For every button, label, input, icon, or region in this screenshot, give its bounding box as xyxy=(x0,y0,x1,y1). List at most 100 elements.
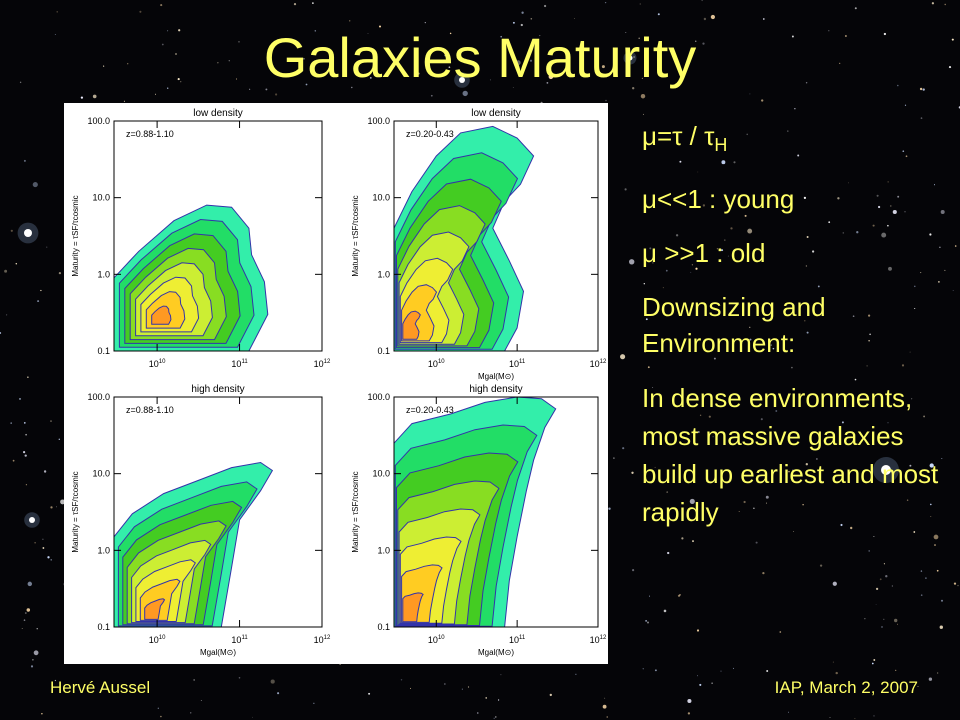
star xyxy=(349,20,351,22)
star xyxy=(869,333,871,336)
star xyxy=(828,30,830,32)
star xyxy=(944,269,946,271)
contour-figure-svg: 1010 1011 1012 0.1 1.0 10.0 100.0 low density z=… xyxy=(71,108,607,657)
contour-levels xyxy=(114,461,274,627)
star xyxy=(160,4,163,7)
star xyxy=(632,87,635,90)
star xyxy=(929,463,934,468)
star xyxy=(957,584,959,587)
star xyxy=(712,436,714,438)
star xyxy=(695,40,697,42)
star xyxy=(36,628,38,630)
star xyxy=(929,233,932,236)
star xyxy=(654,669,657,672)
y-axis-label: Maturity = τSF/τcosmic xyxy=(351,471,360,552)
plot-frame xyxy=(393,396,599,628)
star xyxy=(409,687,412,689)
y-tick-label: 1.0 xyxy=(97,269,110,279)
mu-definition-text: μ=τ / τ xyxy=(642,121,715,151)
star xyxy=(806,236,809,238)
star xyxy=(543,4,547,8)
star xyxy=(50,420,52,422)
star xyxy=(883,563,885,565)
star xyxy=(794,108,796,110)
star xyxy=(625,32,627,33)
star xyxy=(512,21,515,24)
star xyxy=(797,154,800,157)
star xyxy=(687,698,692,704)
star xyxy=(92,94,97,99)
star xyxy=(879,578,882,581)
star xyxy=(25,484,28,486)
star xyxy=(652,262,654,264)
star xyxy=(601,65,605,69)
star xyxy=(791,35,794,38)
star xyxy=(313,702,315,704)
star xyxy=(894,618,898,623)
star xyxy=(378,25,382,28)
star xyxy=(520,23,523,27)
star xyxy=(788,711,789,713)
star xyxy=(695,267,698,270)
star xyxy=(467,686,470,688)
star xyxy=(681,537,684,540)
star xyxy=(904,104,907,106)
bright-star xyxy=(24,229,32,237)
star xyxy=(730,227,733,230)
star xyxy=(500,35,503,38)
star xyxy=(888,266,892,271)
star xyxy=(936,569,939,572)
star xyxy=(854,718,856,719)
star xyxy=(876,194,879,197)
star xyxy=(940,210,945,214)
star xyxy=(139,10,142,13)
x-tick-label: 1011 xyxy=(231,635,248,645)
bullet-dense-environments: In dense environments, most massive gala… xyxy=(642,383,939,528)
star xyxy=(906,499,909,501)
x-tick-label: 1011 xyxy=(509,359,526,369)
star xyxy=(602,704,607,709)
star xyxy=(749,338,752,341)
star xyxy=(512,87,514,88)
star xyxy=(939,625,943,629)
star xyxy=(642,668,644,670)
star xyxy=(914,307,916,310)
star xyxy=(713,357,716,360)
mu-definition-subscript: H xyxy=(714,135,728,156)
star xyxy=(941,457,943,460)
star xyxy=(866,365,868,367)
y-tick-label: 0.1 xyxy=(97,622,110,632)
star xyxy=(448,66,451,69)
star xyxy=(952,289,954,292)
star xyxy=(817,285,820,288)
x-tick-label: 1012 xyxy=(590,359,607,369)
star xyxy=(914,285,916,288)
panel-annotation: z=0.88-1.10 xyxy=(126,405,174,415)
star xyxy=(770,344,772,346)
star xyxy=(772,347,775,350)
star xyxy=(850,526,853,530)
star xyxy=(842,232,845,234)
panel-annotation: z=0.20-0.43 xyxy=(406,405,454,415)
star xyxy=(948,66,952,69)
star xyxy=(890,205,892,207)
star xyxy=(12,459,15,462)
star xyxy=(844,35,847,37)
star xyxy=(702,42,705,45)
star xyxy=(933,534,939,540)
star xyxy=(277,692,280,695)
star xyxy=(27,581,33,587)
contour-level-8 xyxy=(151,305,172,325)
star xyxy=(747,228,753,234)
star xyxy=(721,160,726,165)
y-tick-label: 10.0 xyxy=(92,469,110,479)
star xyxy=(829,716,831,719)
bullet-old: μ >>1 : old xyxy=(642,238,766,269)
star xyxy=(762,571,765,575)
star xyxy=(160,715,162,718)
star xyxy=(249,88,251,90)
star xyxy=(805,81,808,84)
star xyxy=(645,620,647,622)
star xyxy=(873,659,876,661)
star xyxy=(702,204,706,207)
